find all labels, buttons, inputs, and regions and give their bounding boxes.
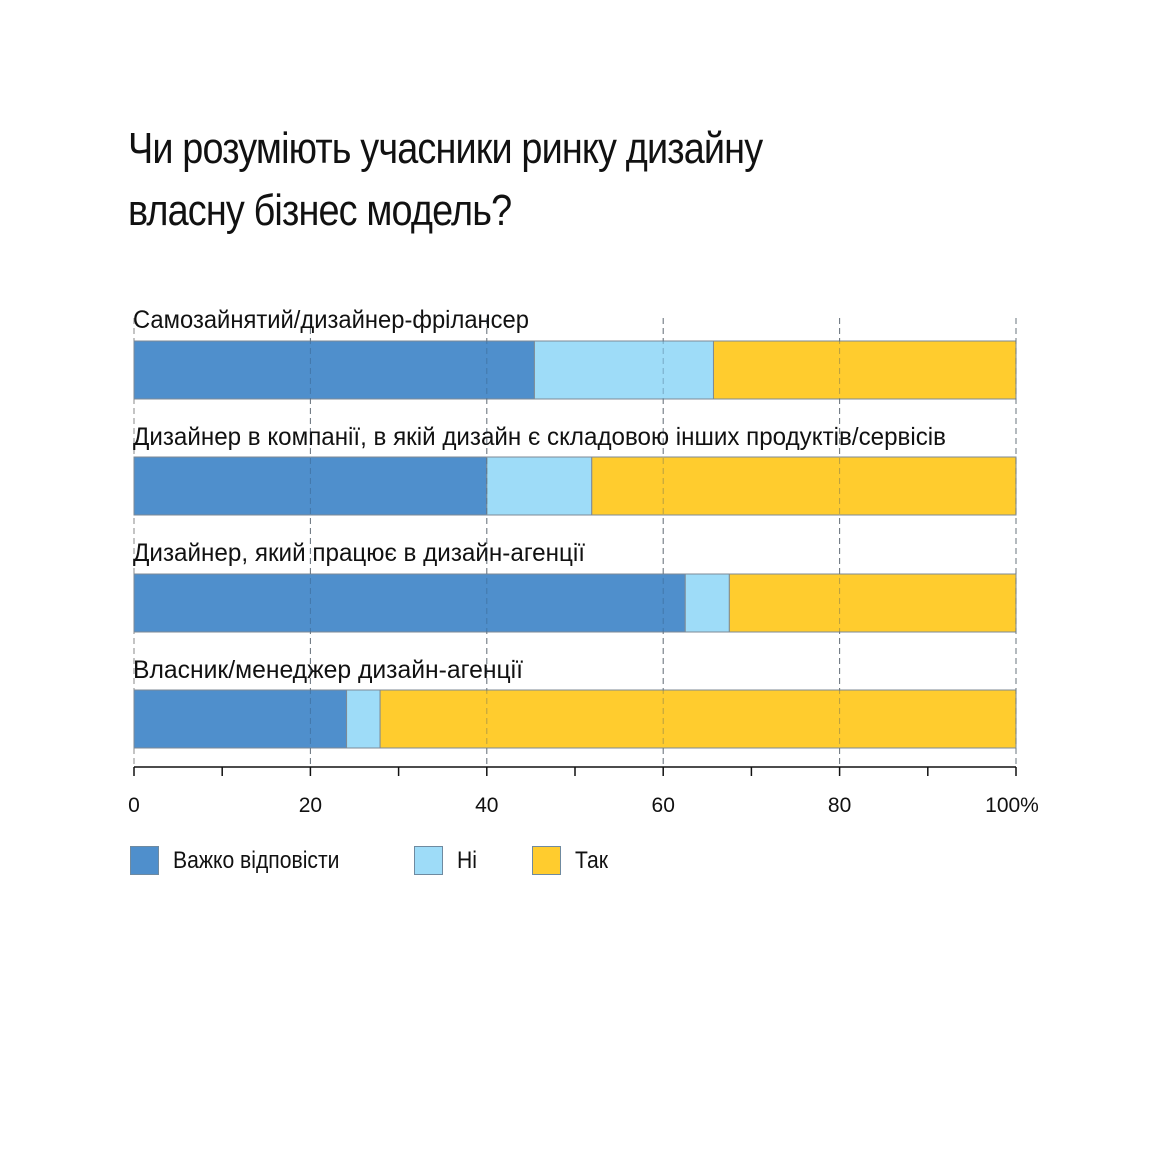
bar-3-0 [133,689,348,749]
legend-item-hard-to-say: Важко відповісти [130,846,362,875]
bar-1-0 [133,456,488,516]
legend-label-hard-to-say: Важко відповісти [173,846,340,874]
bar-0-1 [533,340,714,400]
chart-title-line-2: власну бізнес модель? [128,186,512,235]
category-label-0: Самозайнятий/дизайнер-фрілансер [133,306,529,334]
bar-3-1 [346,689,381,749]
legend-label-yes: Так [574,846,608,874]
category-label-3: Власник/менеджер дизайн-агенції [133,656,523,684]
legend-label-no: Ні [457,846,478,874]
x-tick-label-80: 80 [828,794,851,817]
x-tick-label-0: 0 [128,794,140,817]
x-tick-label-40: 40 [475,794,498,817]
legend: Важко відповісти Ні Так [130,846,664,875]
bars [133,340,1017,749]
bar-0-0 [133,340,535,400]
legend-swatch-no [414,846,444,875]
x-tick-label-100: 100% [985,794,1039,817]
legend-swatch-yes [531,846,561,875]
x-tick-label-60: 60 [652,794,675,817]
bar-3-2 [379,689,1017,749]
category-label-1: Дизайнер в компанії, в якій дизайн є скл… [133,423,946,451]
bar-2-2 [728,573,1017,633]
bar-1-1 [486,456,593,516]
category-label-2: Дизайнер, який працює в дизайн-агенції [133,539,585,567]
chart-title: Чи розуміють учасники ринку дизайну влас… [128,118,902,242]
legend-item-no: Ні [414,846,480,875]
bar-0-2 [712,340,1017,400]
legend-swatch-hard-to-say [130,846,159,875]
bar-1-2 [591,456,1017,516]
x-axis: 0 20 40 60 80 100% [128,766,1039,817]
chart-title-line-1: Чи розуміють учасники ринку дизайну [128,124,763,173]
grid-lines-overlay [309,318,1017,767]
category-labels: Самозайнятий/дизайнер-фрілансер Дизайнер … [133,306,946,684]
legend-item-yes: Так [531,846,612,875]
bar-2-1 [684,573,730,633]
bar-2-0 [133,573,686,633]
x-tick-label-20: 20 [299,794,322,817]
